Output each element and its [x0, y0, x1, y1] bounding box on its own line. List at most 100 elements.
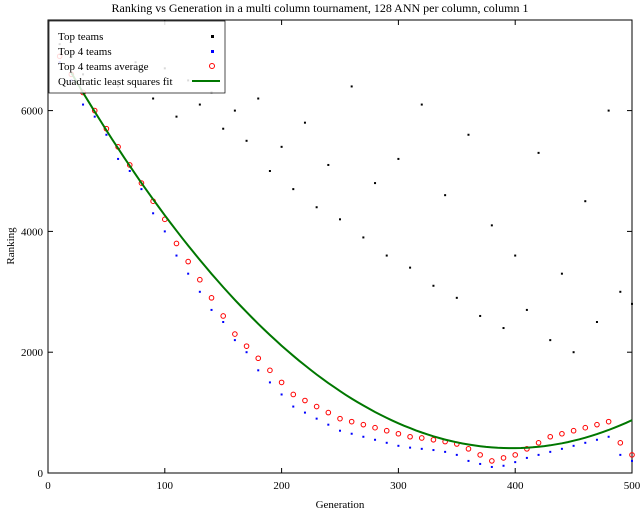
data-point — [502, 327, 505, 330]
data-point — [362, 435, 365, 438]
y-tick-label: 4000 — [21, 226, 44, 238]
data-point — [572, 444, 575, 447]
average-point — [477, 452, 483, 458]
data-point — [350, 85, 353, 88]
average-point — [348, 418, 355, 425]
series-top-4-average — [56, 53, 635, 464]
y-tick-label: 6000 — [21, 106, 44, 118]
data-point — [584, 200, 587, 203]
legend-label: Top teams — [58, 31, 103, 43]
average-point — [383, 427, 390, 434]
average-point — [372, 424, 378, 431]
data-point — [268, 170, 271, 172]
data-point — [490, 465, 493, 468]
data-point — [303, 121, 306, 124]
data-point — [140, 188, 143, 191]
average-point — [570, 427, 577, 434]
average-point — [395, 430, 402, 437]
average-point — [489, 458, 495, 464]
data-point — [117, 157, 120, 160]
data-point — [409, 446, 412, 449]
average-point — [582, 424, 589, 431]
x-tick-label: 0 — [45, 480, 51, 492]
data-point — [385, 441, 388, 444]
data-point — [490, 224, 493, 227]
data-point — [455, 296, 458, 299]
average-point — [313, 403, 320, 410]
data-point — [222, 321, 225, 323]
data-point — [537, 151, 540, 154]
average-point — [617, 440, 624, 446]
plot-frame — [47, 19, 633, 474]
data-point — [233, 339, 236, 342]
data-point — [374, 182, 377, 185]
data-point — [595, 438, 598, 441]
data-point — [315, 417, 318, 420]
y-axis: 0 2000 4000 6000 — [21, 106, 632, 480]
average-point — [524, 446, 530, 452]
average-point — [267, 367, 273, 374]
average-point — [430, 436, 437, 443]
data-point — [152, 212, 155, 215]
data-point — [619, 290, 622, 293]
data-point — [537, 453, 540, 456]
data-point — [292, 405, 295, 408]
y-axis-label: Ranking — [5, 227, 17, 265]
average-point — [594, 421, 600, 428]
data-point — [128, 170, 131, 172]
data-point — [175, 254, 178, 257]
data-point — [631, 459, 633, 462]
x-tick-label: 400 — [507, 480, 524, 492]
fit-line — [70, 72, 633, 450]
data-point — [444, 450, 447, 453]
data-point — [339, 429, 341, 432]
x-tick-label: 100 — [157, 480, 174, 492]
average-point — [220, 313, 226, 319]
data-point — [584, 441, 587, 444]
average-point — [197, 276, 203, 283]
data-point — [502, 464, 505, 467]
data-point — [339, 218, 341, 221]
data-point — [631, 302, 633, 305]
data-point — [514, 254, 517, 257]
data-point — [362, 236, 365, 239]
x-tick-label: 300 — [390, 480, 407, 492]
average-point — [559, 430, 565, 437]
x-tick-label: 200 — [273, 480, 290, 492]
data-point — [327, 163, 330, 166]
average-point — [500, 455, 507, 461]
data-point — [198, 103, 201, 106]
data-point — [374, 438, 377, 441]
average-point — [418, 435, 425, 441]
data-point — [420, 447, 423, 450]
average-point — [232, 331, 238, 337]
data-point — [198, 290, 201, 293]
data-point — [93, 115, 96, 118]
legend: Top teams Top 4 teams Top 4 teams average Q… — [48, 20, 226, 94]
y-tick-label: 2000 — [21, 347, 44, 359]
average-point — [407, 433, 413, 440]
data-point — [479, 314, 482, 317]
data-point — [572, 351, 575, 354]
data-point — [210, 308, 213, 311]
data-point — [268, 381, 271, 384]
data-point — [444, 194, 447, 197]
average-point — [325, 409, 332, 416]
legend-label: Top 4 teams — [58, 46, 112, 58]
data-point — [549, 450, 552, 453]
average-point — [173, 240, 180, 247]
average-point — [629, 452, 635, 458]
average-point — [605, 418, 612, 425]
average-point — [547, 433, 554, 440]
average-point — [208, 295, 215, 301]
data-point — [280, 393, 283, 396]
data-point — [245, 351, 248, 354]
data-point — [315, 206, 318, 209]
data-point — [280, 145, 283, 148]
data-point — [525, 308, 528, 311]
data-point — [607, 435, 610, 438]
data-point — [607, 109, 610, 112]
data-point — [560, 447, 563, 450]
data-point — [175, 115, 178, 118]
average-point — [290, 391, 297, 398]
